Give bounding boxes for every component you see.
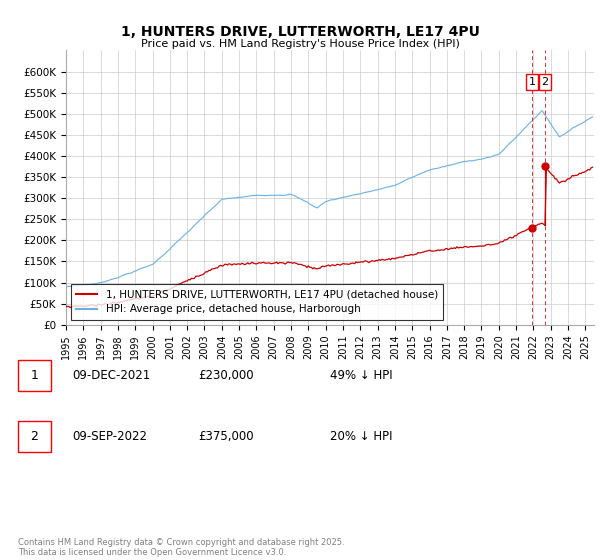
Text: 1, HUNTERS DRIVE, LUTTERWORTH, LE17 4PU: 1, HUNTERS DRIVE, LUTTERWORTH, LE17 4PU [121,25,479,39]
Text: 09-SEP-2022: 09-SEP-2022 [72,430,147,444]
Text: Contains HM Land Registry data © Crown copyright and database right 2025.
This d: Contains HM Land Registry data © Crown c… [18,538,344,557]
Text: 09-DEC-2021: 09-DEC-2021 [72,368,150,382]
Text: 1: 1 [529,77,535,87]
Text: £375,000: £375,000 [198,430,254,444]
Text: £230,000: £230,000 [198,368,254,382]
Text: 49% ↓ HPI: 49% ↓ HPI [330,368,392,382]
Text: 2: 2 [31,430,38,444]
Legend: 1, HUNTERS DRIVE, LUTTERWORTH, LE17 4PU (detached house), HPI: Average price, de: 1, HUNTERS DRIVE, LUTTERWORTH, LE17 4PU … [71,284,443,320]
Text: 1: 1 [31,368,38,382]
Text: Price paid vs. HM Land Registry's House Price Index (HPI): Price paid vs. HM Land Registry's House … [140,39,460,49]
Text: 20% ↓ HPI: 20% ↓ HPI [330,430,392,444]
Text: 2: 2 [541,77,548,87]
